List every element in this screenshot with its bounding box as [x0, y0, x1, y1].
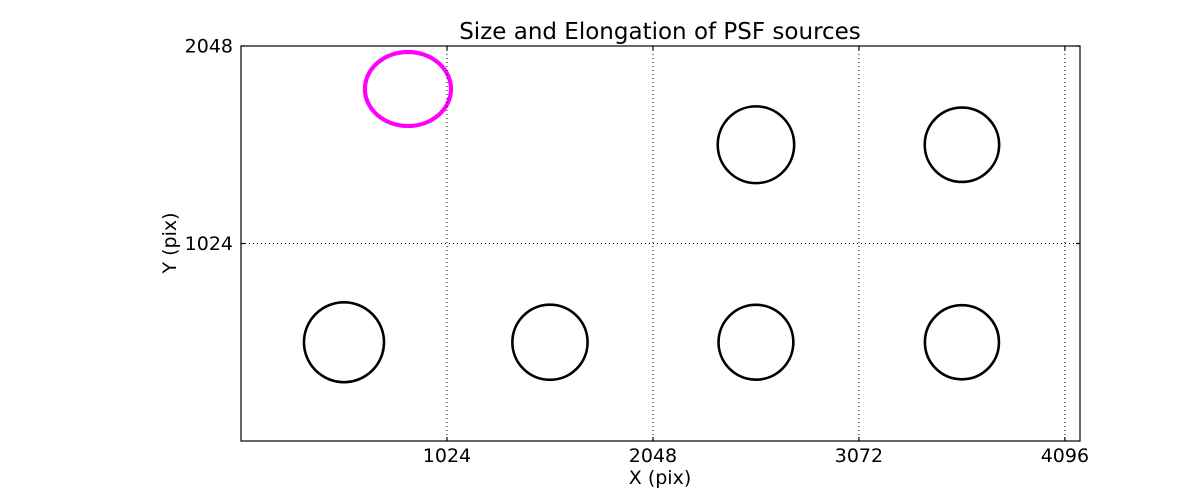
chart-title: Size and Elongation of PSF sources: [459, 19, 861, 45]
psf-ellipses-layer: [302, 49, 1001, 384]
psf-sources: [717, 303, 795, 381]
psf-sources: [302, 301, 386, 384]
x-tick-label: 3072: [835, 445, 883, 467]
x-axis-label: X (pix): [629, 467, 691, 489]
y-axis-label: Y (pix): [159, 212, 181, 274]
x-tick-label: 4096: [1041, 445, 1089, 467]
tick-marks-layer: [241, 45, 1080, 441]
psf-sources: [511, 303, 589, 382]
y-tick-label: 2048: [185, 36, 233, 58]
x-tick-label: 1024: [423, 445, 471, 467]
x-tick-label: 2048: [629, 445, 677, 467]
psf-sources: [923, 106, 1001, 184]
psf-source-flagged: [362, 49, 454, 129]
y-tick-label: 1024: [185, 233, 233, 255]
tick-labels-layer: 1024 2048 3072 4096 1024 2048: [185, 36, 1089, 468]
psf-sources: [923, 303, 1001, 381]
psf-sources: [716, 105, 796, 185]
